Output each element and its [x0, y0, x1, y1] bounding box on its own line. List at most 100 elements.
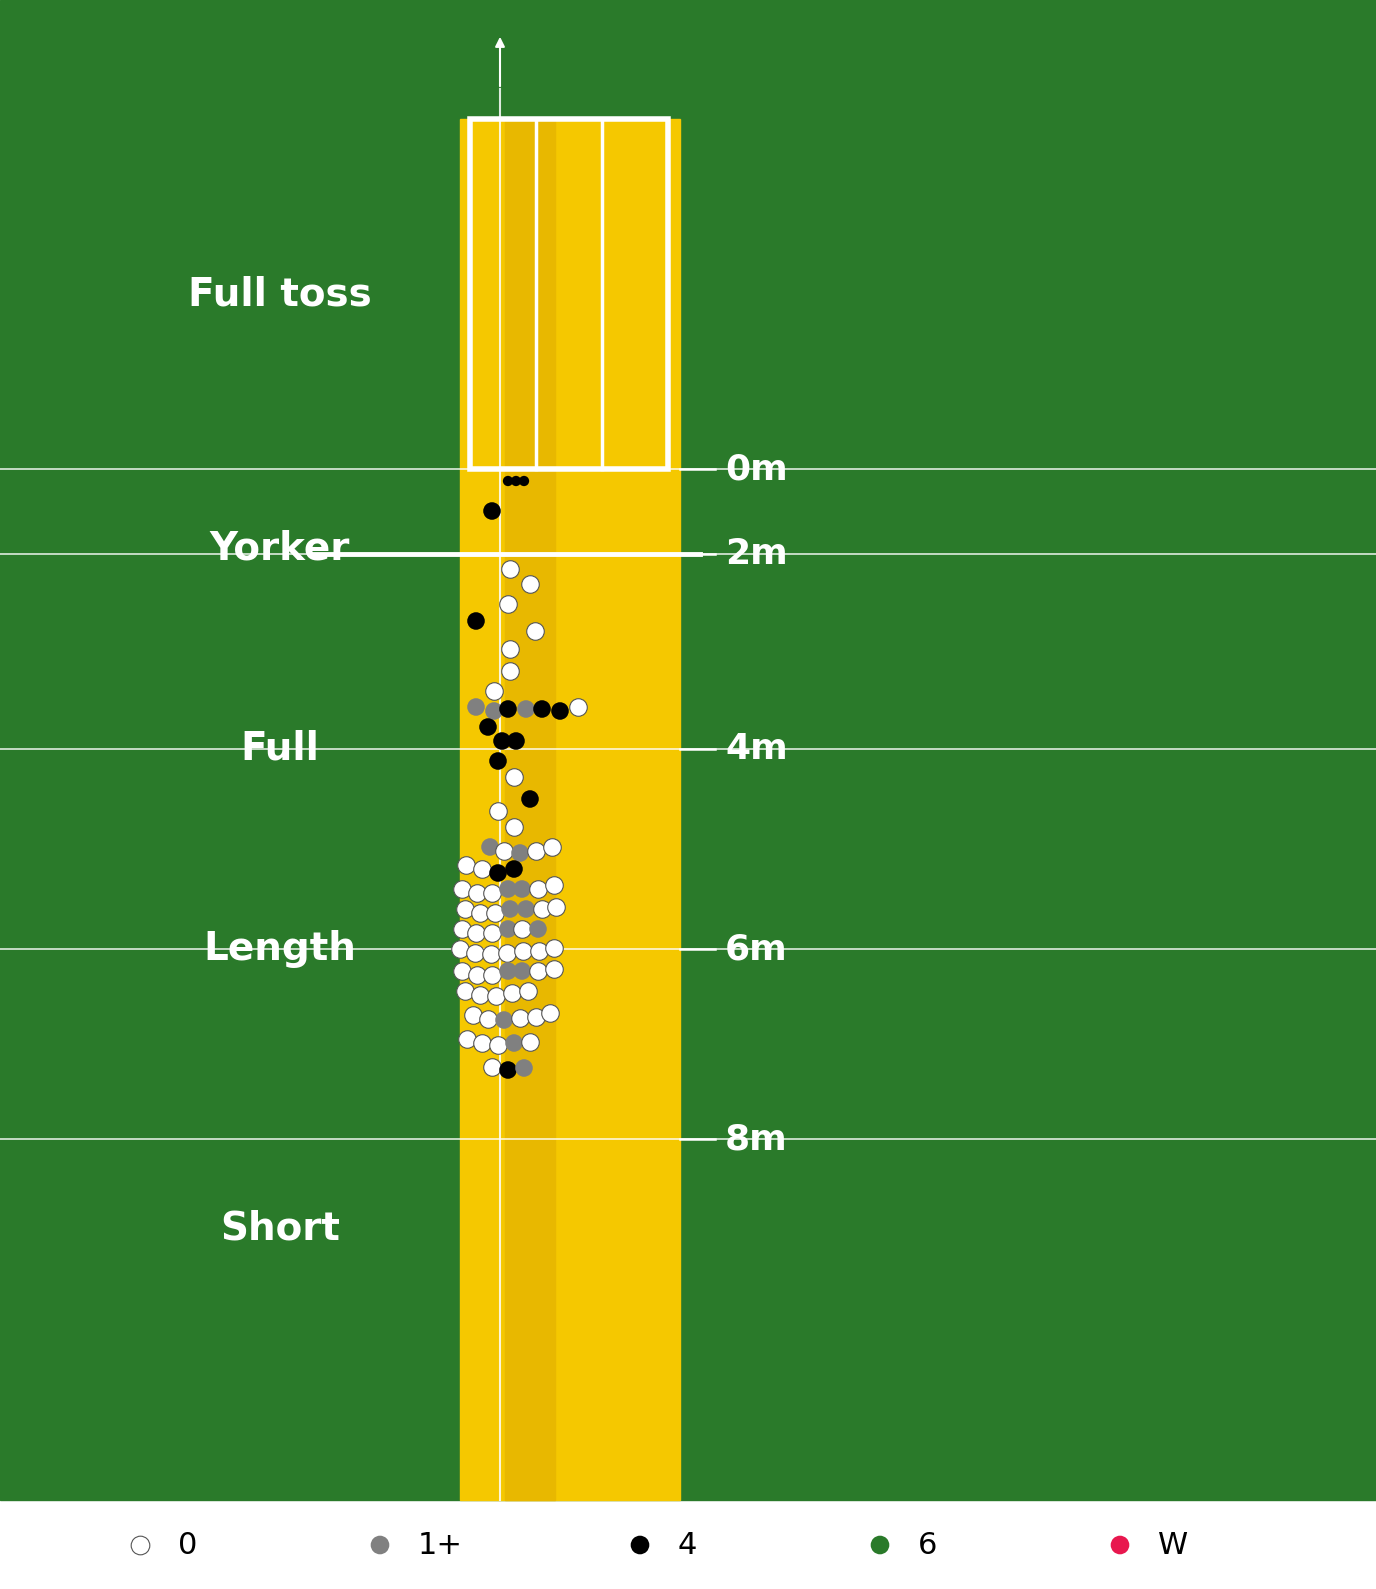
Point: [471, 1030, 493, 1055]
Point: [519, 1030, 541, 1055]
Point: [515, 896, 537, 922]
Point: [497, 469, 519, 494]
Point: [462, 1003, 484, 1028]
Point: [499, 556, 522, 582]
Point: [510, 876, 533, 901]
Point: [499, 658, 522, 683]
Point: [527, 876, 549, 901]
Point: [504, 764, 526, 790]
Point: [454, 979, 476, 1004]
Point: [466, 880, 488, 906]
Point: [509, 1006, 531, 1031]
Point: [471, 856, 493, 882]
Text: 8m: 8m: [725, 1122, 787, 1157]
Point: [464, 941, 486, 966]
Point: [515, 696, 537, 721]
Point: [465, 920, 487, 945]
Point: [487, 860, 509, 885]
Point: [483, 679, 505, 704]
Point: [539, 1001, 561, 1026]
Point: [528, 938, 550, 963]
Point: [455, 852, 477, 877]
Point: [129, 1532, 151, 1557]
Point: [545, 895, 567, 920]
Text: 2m: 2m: [725, 537, 787, 570]
Point: [526, 1004, 548, 1030]
Point: [527, 917, 549, 942]
Point: [487, 798, 509, 823]
Point: [504, 1030, 526, 1055]
Point: [449, 936, 471, 961]
Point: [465, 609, 487, 634]
Bar: [471, 119, 667, 469]
Text: 4: 4: [678, 1530, 698, 1559]
Point: [479, 834, 501, 860]
Point: [482, 499, 504, 524]
Point: [544, 936, 566, 961]
Point: [519, 572, 541, 597]
Point: [497, 696, 519, 721]
Point: [482, 920, 504, 945]
Point: [493, 1007, 515, 1033]
Point: [484, 901, 506, 926]
Text: 0m: 0m: [725, 451, 787, 486]
Text: 0: 0: [178, 1530, 197, 1559]
Bar: [505, 119, 555, 1500]
Point: [482, 963, 504, 988]
Text: Full toss: Full toss: [189, 275, 372, 313]
Point: [567, 694, 589, 720]
Point: [369, 1532, 391, 1557]
Point: [497, 591, 519, 617]
Point: [504, 814, 526, 839]
Point: [469, 982, 491, 1007]
Point: [497, 917, 519, 942]
Point: [870, 1532, 892, 1557]
Point: [477, 1006, 499, 1031]
Point: [487, 1033, 509, 1058]
Point: [480, 941, 502, 966]
Point: [499, 896, 522, 922]
Point: [499, 636, 522, 661]
Point: [629, 1532, 651, 1557]
Point: [497, 1057, 519, 1082]
Point: [454, 896, 476, 922]
Text: Yorker: Yorker: [209, 531, 350, 567]
Point: [495, 941, 517, 966]
Text: Short: Short: [220, 1209, 340, 1247]
Point: [484, 984, 506, 1009]
Point: [505, 728, 527, 753]
Text: 1+: 1+: [418, 1530, 462, 1559]
Text: 4m: 4m: [725, 733, 787, 766]
Point: [544, 872, 566, 898]
Point: [482, 880, 504, 906]
Point: [510, 917, 533, 942]
Point: [541, 834, 563, 860]
Point: [513, 469, 535, 494]
Point: [527, 958, 549, 984]
Point: [493, 839, 515, 864]
Point: [466, 963, 488, 988]
Point: [483, 698, 505, 723]
Point: [465, 694, 487, 720]
Point: [1109, 1532, 1131, 1557]
Point: [451, 958, 473, 984]
Point: [519, 787, 541, 812]
Point: [505, 469, 527, 494]
Point: [544, 957, 566, 982]
Point: [524, 618, 546, 644]
Point: [482, 1054, 504, 1079]
Point: [504, 856, 526, 882]
Text: Length: Length: [204, 930, 356, 968]
Point: [512, 938, 534, 963]
Point: [510, 958, 533, 984]
Point: [451, 917, 473, 942]
Text: Full: Full: [241, 729, 319, 767]
Point: [549, 698, 571, 723]
Point: [497, 876, 519, 901]
Text: 6: 6: [918, 1530, 937, 1559]
Point: [477, 715, 499, 740]
Point: [487, 748, 509, 774]
Point: [509, 841, 531, 866]
Text: 6m: 6m: [725, 933, 787, 966]
Point: [455, 1026, 477, 1052]
